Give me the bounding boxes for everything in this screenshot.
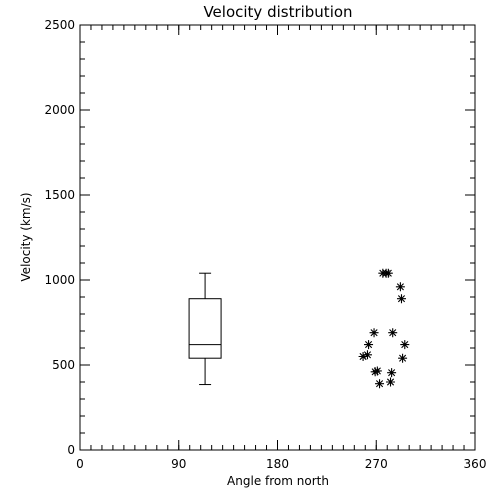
data-point xyxy=(362,350,372,360)
data-point xyxy=(364,340,374,350)
data-point xyxy=(386,377,396,387)
y-tick-labels: 0 500 1000 1500 2000 2500 xyxy=(44,18,75,457)
data-point xyxy=(369,328,379,338)
data-point xyxy=(387,368,397,378)
data-point xyxy=(388,328,398,338)
y-axis-title: Velocity (km/s) xyxy=(19,192,33,281)
y-tick-label: 500 xyxy=(52,358,75,372)
y-tick-label: 1500 xyxy=(44,188,75,202)
x-tick-label: 90 xyxy=(171,457,186,471)
data-point xyxy=(400,340,410,350)
y-tick-label: 0 xyxy=(67,443,75,457)
chart-title: Velocity distribution xyxy=(203,3,352,21)
major-ticks xyxy=(79,24,476,451)
scatter-points xyxy=(358,268,410,389)
minor-ticks xyxy=(79,24,476,451)
data-point xyxy=(395,282,405,292)
y-tick-label: 1000 xyxy=(44,273,75,287)
data-point xyxy=(383,268,393,278)
data-point xyxy=(370,367,380,377)
plot-frame xyxy=(79,24,476,451)
x-tick-labels: 0 90 180 270 360 xyxy=(76,457,486,471)
x-tick-label: 360 xyxy=(464,457,487,471)
data-point xyxy=(372,366,382,376)
data-point xyxy=(375,379,385,389)
x-tick-label: 0 xyxy=(76,457,84,471)
x-tick-label: 270 xyxy=(365,457,388,471)
x-tick-label: 180 xyxy=(266,457,289,471)
boxplot xyxy=(188,272,222,386)
box-iqr xyxy=(188,298,222,359)
data-point xyxy=(358,352,368,361)
y-tick-label: 2500 xyxy=(44,18,75,32)
y-tick-label: 2000 xyxy=(44,103,75,117)
x-axis-title: Angle from north xyxy=(227,474,329,488)
data-point xyxy=(398,353,408,363)
data-point xyxy=(396,294,406,304)
